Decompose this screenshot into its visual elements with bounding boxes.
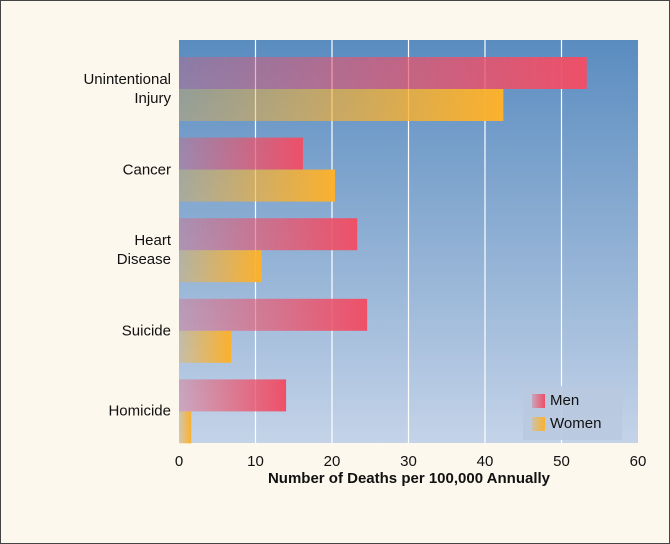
bar: [179, 169, 336, 202]
bar: [179, 57, 587, 89]
x-tick-label: 60: [630, 453, 647, 470]
x-tick-label: 40: [477, 453, 494, 470]
bar: [179, 250, 262, 283]
bar: [179, 137, 303, 170]
y-tick-label: Unintentional Injury: [83, 71, 171, 107]
x-tick-label: 0: [175, 453, 183, 470]
y-tick-label: Suicide: [121, 322, 171, 340]
bar: [179, 330, 232, 363]
legend-swatch: [532, 394, 545, 408]
legend-label: Men: [550, 392, 579, 409]
y-tick-label: Homicide: [108, 402, 171, 420]
y-tick-label: Cancer: [122, 161, 171, 179]
x-tick-label: 10: [247, 453, 264, 470]
bar: [179, 379, 287, 412]
bar: [179, 411, 192, 444]
bar: [179, 298, 368, 331]
x-tick-label: 20: [324, 453, 341, 470]
x-tick-label: 30: [400, 453, 417, 470]
bar: [179, 218, 358, 251]
legend-swatch: [532, 417, 545, 431]
legend-label: Women: [550, 415, 601, 432]
x-tick-label: 50: [553, 453, 570, 470]
y-tick-label: Heart Disease: [116, 232, 171, 269]
x-axis-title: Number of Deaths per 100,000 Annually: [268, 470, 551, 487]
bar: [179, 89, 504, 121]
